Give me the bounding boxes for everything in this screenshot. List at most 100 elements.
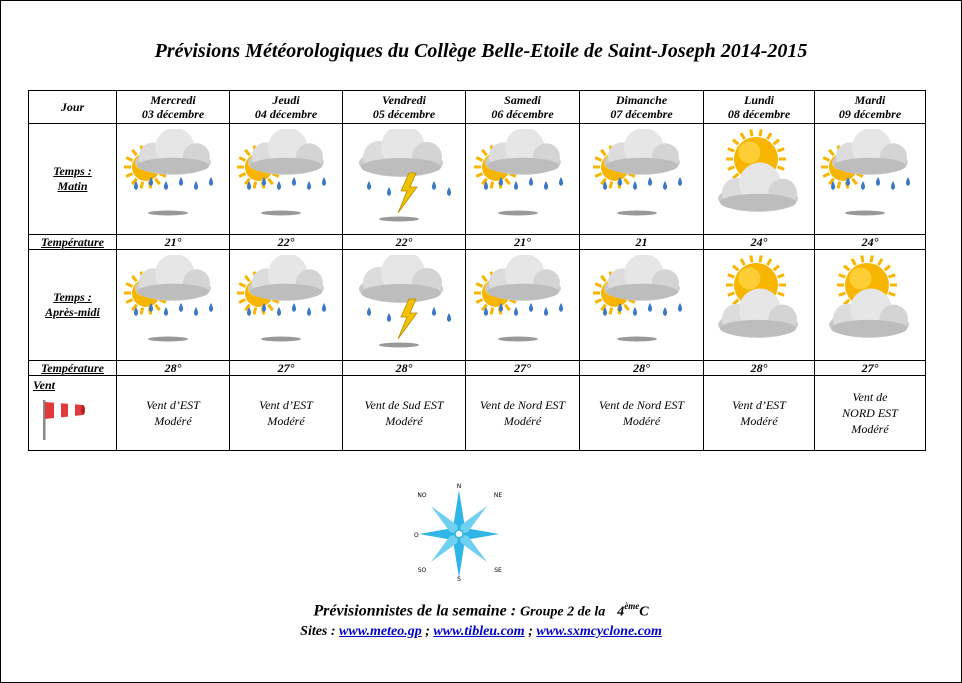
- sun-cloud-rain-icon: [230, 254, 342, 355]
- forecasters-line: Prévisionnistes de la semaine : Groupe 2…: [0, 601, 962, 620]
- weather-cell: [579, 123, 704, 235]
- link-meteo[interactable]: www.meteo.gp: [339, 624, 422, 639]
- temperature-value: 21°: [116, 234, 230, 250]
- morning-temp-row: Température 21° 22° 22° 21° 21 24° 24°: [28, 234, 926, 250]
- sun-cloud-rain-icon: [580, 254, 703, 355]
- day-date: 03 décembre: [141, 107, 205, 121]
- windsock-icon: [43, 400, 85, 440]
- jour-label: Jour: [28, 90, 117, 124]
- day-name: Samedi: [504, 93, 541, 107]
- weather-cell: [814, 249, 926, 361]
- day-date: 06 décembre: [491, 107, 554, 121]
- sun-behind-cloud-icon: [704, 129, 814, 229]
- weather-cell: [703, 123, 815, 235]
- wind-cell: Vent de Nord EST Modéré: [579, 375, 704, 451]
- day-header: Dimanche 07 décembre: [579, 90, 704, 124]
- temperature-value: 27°: [229, 360, 343, 376]
- day-header: Mardi 09 décembre: [814, 90, 926, 124]
- day-name: Lundi: [743, 93, 774, 107]
- weather-cell: [229, 249, 343, 361]
- thunderstorm-icon: [343, 125, 465, 229]
- day-header: Mercredi 03 décembre: [116, 90, 230, 124]
- day-date: 07 décembre: [610, 107, 673, 121]
- sun-cloud-rain-icon: [117, 254, 229, 355]
- day-date: 09 décembre: [838, 107, 902, 121]
- wind-cell: Vent de NORD EST Modéré: [814, 375, 926, 451]
- afternoon-temp-row: Température 28° 27° 28° 27° 28° 28° 27°: [28, 360, 926, 376]
- temperature-value: 22°: [342, 234, 466, 250]
- temperature-value: 21°: [465, 234, 580, 250]
- weather-cell: [116, 123, 230, 235]
- afternoon-row: Temps : Après-midi: [28, 249, 926, 361]
- weather-cell: [579, 249, 704, 361]
- sun-cloud-rain-icon: [117, 128, 229, 229]
- forecast-table: Jour Mercredi 03 décembre Jeudi 04 décembr…: [28, 90, 926, 451]
- day-date: 04 décembre: [254, 107, 318, 121]
- sun-cloud-rain-icon: [466, 254, 579, 355]
- wind-cell: Vent d’EST Modéré: [116, 375, 230, 451]
- day-date: 05 décembre: [372, 107, 436, 121]
- temperature-value: 24°: [703, 234, 815, 250]
- sun-cloud-rain-icon: [466, 128, 579, 229]
- temperature-value: 24°: [814, 234, 926, 250]
- thunderstorm-icon: [343, 251, 465, 355]
- day-name: Mardi: [854, 93, 886, 107]
- day-header: Lundi 08 décembre: [703, 90, 815, 124]
- weather-cell: [116, 249, 230, 361]
- compass-no: NO: [417, 492, 426, 499]
- day-name: Dimanche: [615, 93, 668, 107]
- temperature-value: 27°: [465, 360, 580, 376]
- day-name: Vendredi: [381, 93, 426, 107]
- weather-cell: [342, 249, 466, 361]
- temperature-value: 27°: [814, 360, 926, 376]
- morning-row: Temps : Matin: [28, 123, 926, 235]
- wind-label-cell: Vent: [28, 375, 117, 451]
- temperature-label: Température: [28, 234, 117, 250]
- temperature-value: 22°: [229, 234, 343, 250]
- compass-rose-icon: N NE E SE S SO O NO: [414, 483, 502, 582]
- wind-label: Vent: [33, 378, 56, 392]
- sites-line: Sites : www.meteo.gp ; www.tibleu.com ; …: [300, 624, 662, 639]
- weather-cell: [703, 249, 815, 361]
- temperature-value: 28°: [579, 360, 704, 376]
- class-number: 4: [617, 604, 625, 620]
- day-name: Mercredi: [150, 93, 196, 107]
- sun-cloud-rain-icon: [580, 128, 703, 229]
- sun-behind-cloud-icon: [815, 255, 925, 355]
- forecasters-label: Prévisionnistes de la semaine :: [313, 602, 517, 620]
- wind-cell: Vent d’EST Modéré: [229, 375, 343, 451]
- weather-cell: [465, 123, 580, 235]
- day-header: Jeudi 04 décembre: [229, 90, 343, 124]
- class-suffix: ème: [624, 601, 640, 611]
- link-sxmcyclone[interactable]: www.sxmcyclone.com: [536, 624, 662, 639]
- temperature-value: 28°: [703, 360, 815, 376]
- compass-se: SE: [494, 567, 502, 574]
- wind-cell: Vent d’EST Modéré: [703, 375, 815, 451]
- wind-cell: Vent de Sud EST Modéré: [342, 375, 466, 451]
- day-header: Vendredi 05 décembre: [342, 90, 466, 124]
- temperature-label: Température: [28, 360, 117, 376]
- class-letter: C: [639, 604, 649, 620]
- compass-s: S: [457, 576, 461, 582]
- header-row: Jour Mercredi 03 décembre Jeudi 04 décembr…: [28, 90, 926, 124]
- sun-behind-cloud-icon: [704, 255, 814, 355]
- morning-label: Temps : Matin: [28, 123, 117, 235]
- compass-o: O: [414, 532, 419, 539]
- compass-so: SO: [418, 567, 427, 574]
- day-date: 08 décembre: [727, 107, 791, 121]
- group-label: Groupe 2 de la: [520, 604, 606, 620]
- weather-cell: [342, 123, 466, 235]
- compass-ne: NE: [494, 492, 502, 499]
- afternoon-label: Temps : Après-midi: [28, 249, 117, 361]
- temperature-value: 21: [579, 234, 704, 250]
- wind-cell: Vent de Nord EST Modéré: [465, 375, 580, 451]
- compass-n: N: [457, 483, 462, 490]
- day-name: Jeudi: [272, 93, 300, 107]
- sun-cloud-rain-icon: [230, 128, 342, 229]
- link-tibleu[interactable]: www.tibleu.com: [433, 624, 525, 639]
- day-header: Samedi 06 décembre: [465, 90, 580, 124]
- temperature-value: 28°: [116, 360, 230, 376]
- page-title: Prévisions Météorologiques du Collège Be…: [154, 40, 808, 62]
- weather-cell: [229, 123, 343, 235]
- temperature-value: 28°: [342, 360, 466, 376]
